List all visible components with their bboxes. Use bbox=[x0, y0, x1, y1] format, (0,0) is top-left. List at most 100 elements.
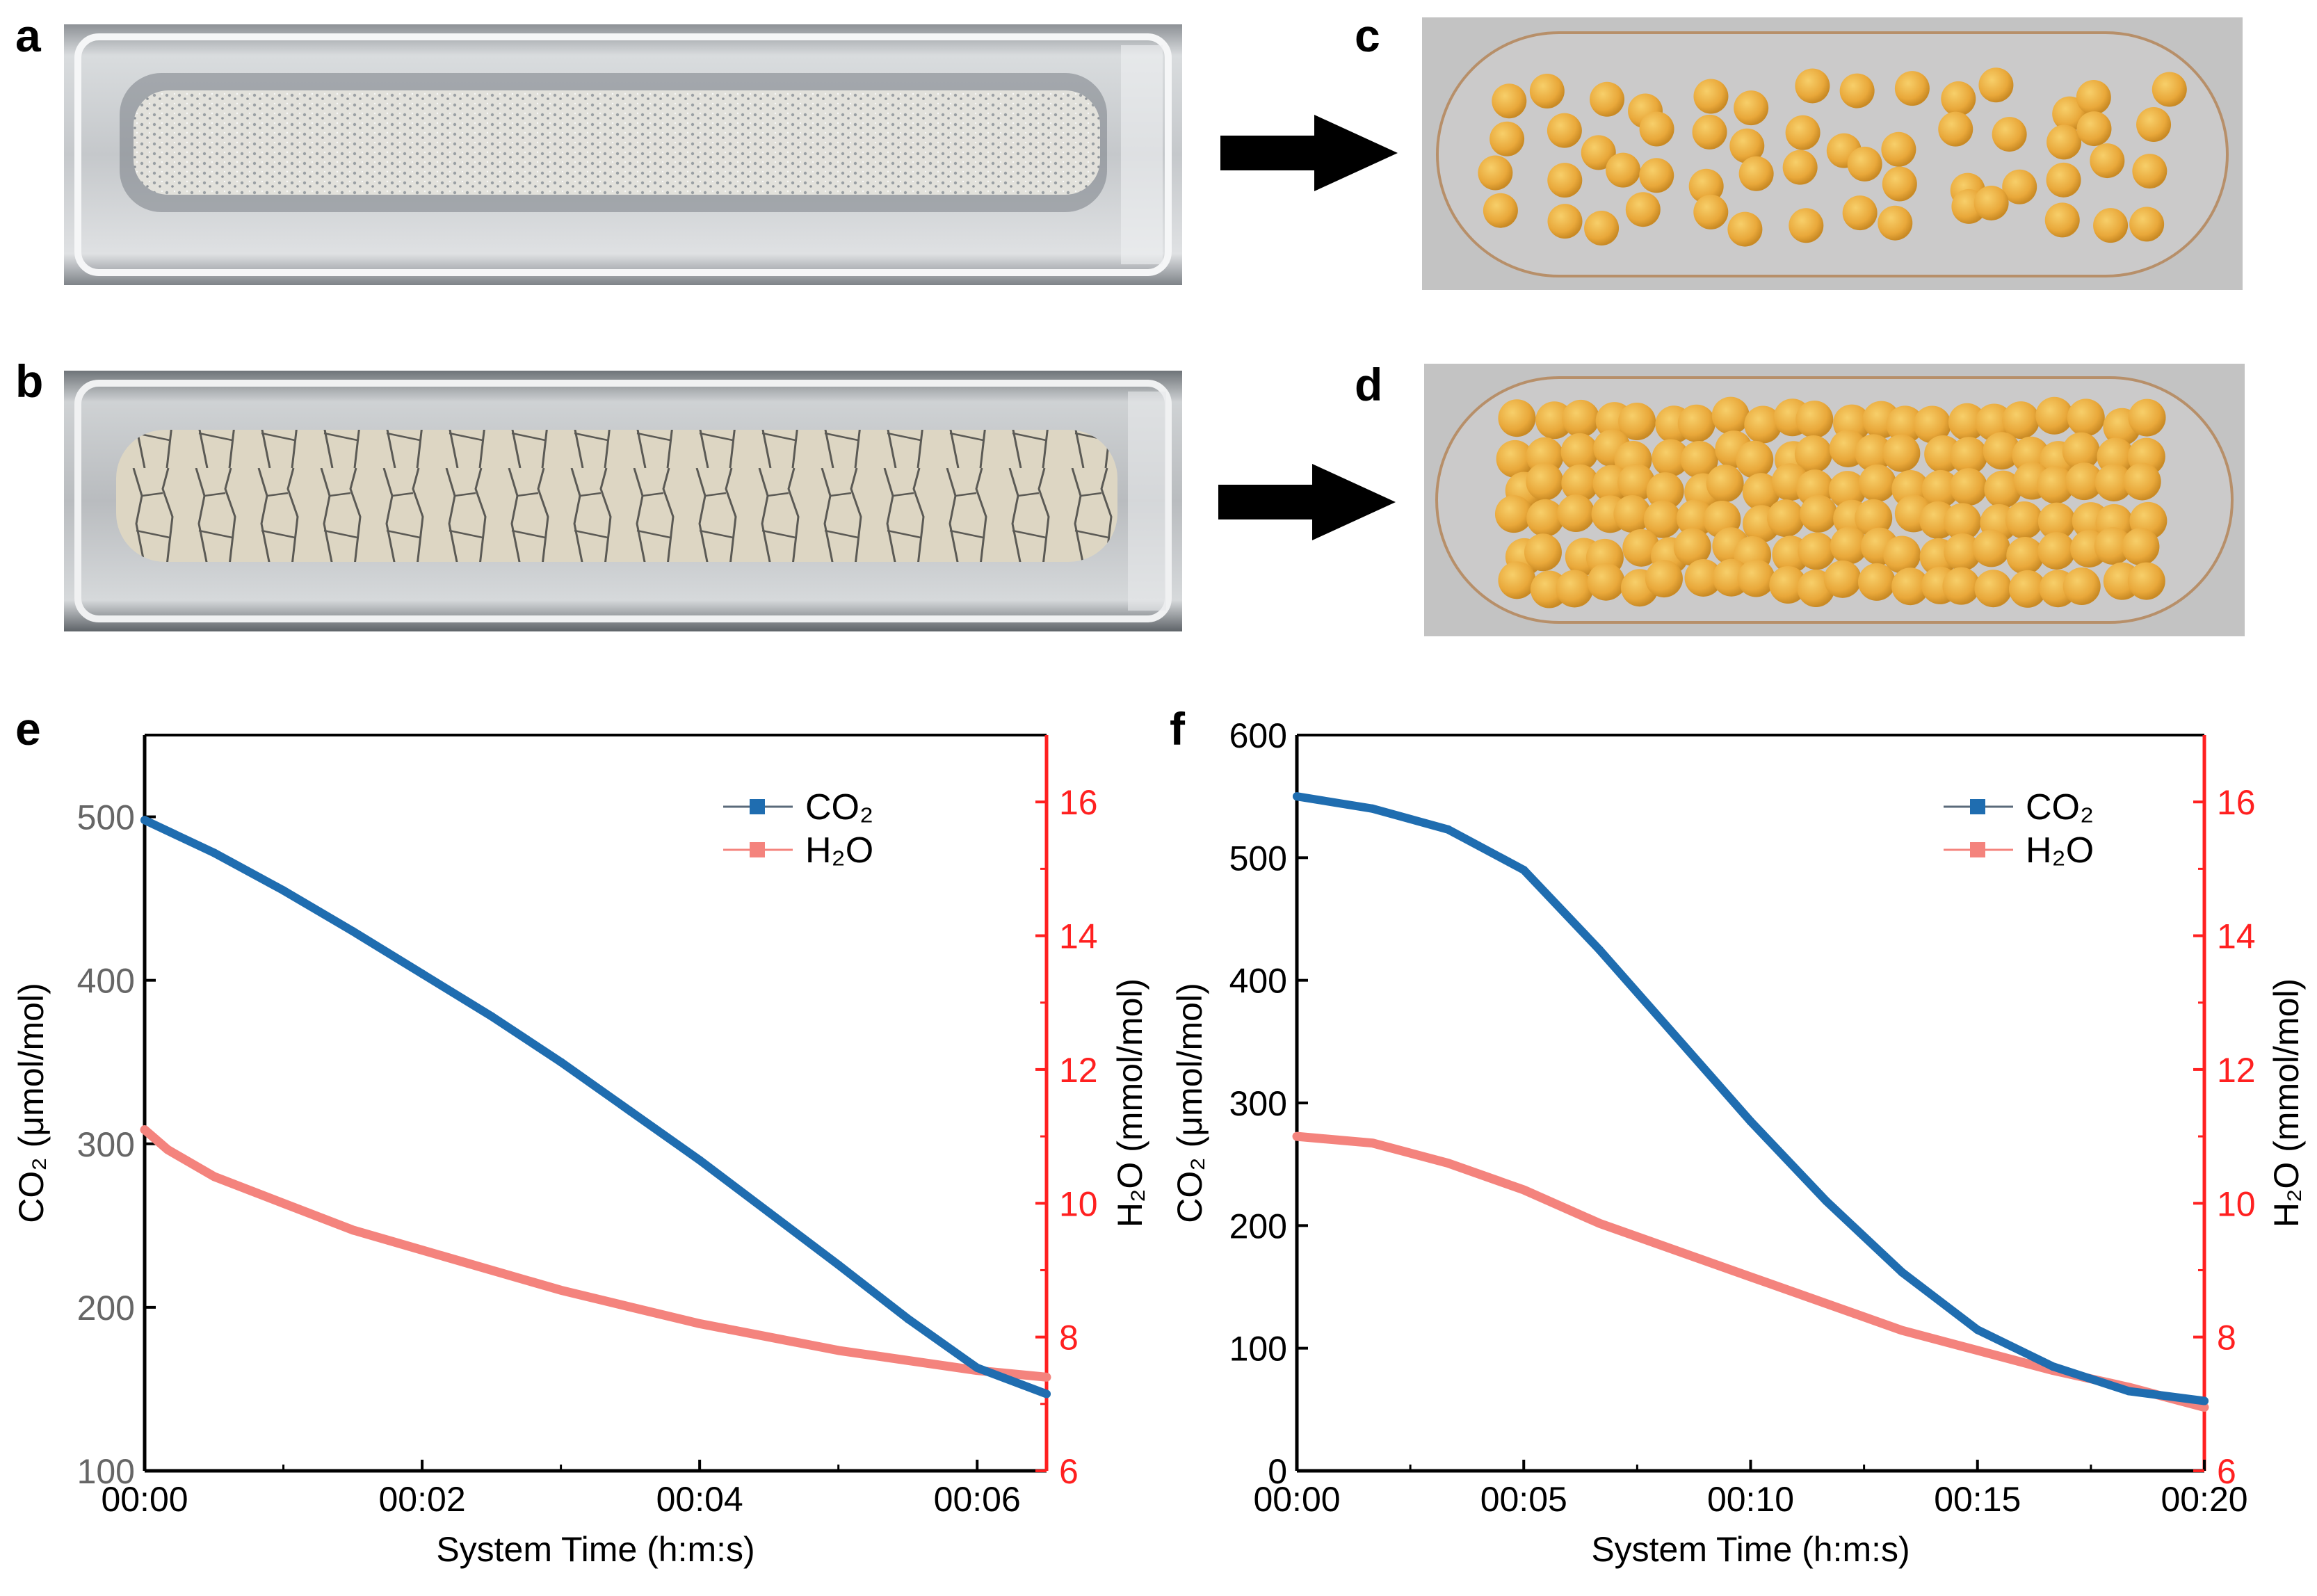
bead bbox=[1622, 529, 1661, 567]
bead bbox=[1855, 434, 1893, 472]
bead bbox=[2127, 562, 2165, 600]
bead bbox=[1729, 128, 1765, 163]
bead bbox=[1547, 163, 1583, 198]
bead bbox=[1744, 405, 1782, 444]
h2o-series-line bbox=[140, 1125, 1051, 1382]
bead bbox=[1677, 404, 1715, 442]
y-right-tick-label: 10 bbox=[1059, 1184, 1098, 1223]
co2-data-point bbox=[2049, 1362, 2058, 1371]
bead bbox=[1972, 529, 2010, 567]
bead bbox=[1944, 503, 1982, 541]
h2o-data-point bbox=[1444, 1159, 1453, 1168]
h2o-data-point bbox=[209, 1172, 218, 1181]
bead bbox=[2129, 207, 2165, 242]
h2o-data-point bbox=[556, 1286, 565, 1295]
bead bbox=[1938, 111, 1973, 147]
y-left-tick-label: 100 bbox=[1229, 1330, 1287, 1369]
bead bbox=[2090, 143, 2125, 179]
bead bbox=[1742, 473, 1780, 511]
bead bbox=[1948, 403, 1986, 441]
h2o-data-point bbox=[1042, 1373, 1051, 1382]
bead bbox=[1738, 156, 1774, 191]
bead bbox=[1693, 79, 1729, 114]
y-left-axis-title: CO₂ (μmol/mol) bbox=[12, 983, 51, 1223]
y-right-tick-label: 16 bbox=[1059, 783, 1098, 822]
bead bbox=[1581, 135, 1616, 170]
x-tick-label: 00:15 bbox=[1934, 1480, 2021, 1519]
co2-data-point bbox=[140, 816, 149, 825]
bead bbox=[1587, 563, 1625, 601]
h2o-data-point bbox=[140, 1125, 149, 1134]
bead bbox=[2062, 567, 2101, 606]
bead bbox=[1878, 205, 1913, 241]
h2o-data-point bbox=[2200, 1403, 2209, 1412]
bead bbox=[1590, 81, 1625, 117]
co2-data-point bbox=[1519, 865, 1528, 874]
h2o-data-point bbox=[348, 1225, 357, 1234]
bead bbox=[1688, 168, 1724, 204]
bead bbox=[1883, 535, 1921, 574]
photo-cracked-powder-boat bbox=[64, 371, 1182, 631]
bead bbox=[1727, 211, 1763, 247]
bead bbox=[1711, 396, 1750, 435]
bead bbox=[1556, 570, 1594, 608]
bead bbox=[2008, 570, 2046, 608]
x-axis-title: System Time (h:m:s) bbox=[1591, 1530, 1910, 1569]
bead bbox=[1921, 469, 1960, 508]
legend-marker bbox=[1970, 799, 1985, 814]
bead bbox=[1858, 464, 1896, 502]
panel-label-b: b bbox=[15, 355, 44, 407]
y-right-tick-label: 12 bbox=[2217, 1051, 2256, 1090]
co2-data-point bbox=[1822, 1197, 1831, 1206]
bead bbox=[1618, 403, 1656, 441]
bead bbox=[1992, 117, 2027, 152]
y-left-axis-title: CO₂ (μmol/mol) bbox=[1170, 983, 1209, 1223]
x-tick-label: 00:04 bbox=[656, 1480, 743, 1519]
y-right-tick-label: 6 bbox=[2217, 1452, 2236, 1491]
bead bbox=[2035, 396, 2074, 435]
co2-data-point bbox=[1042, 1389, 1051, 1398]
bead bbox=[2123, 462, 2161, 501]
bead bbox=[1561, 464, 1599, 502]
bead bbox=[1693, 194, 1729, 229]
h2o-data-point bbox=[487, 1266, 496, 1275]
bead bbox=[2122, 528, 2160, 566]
bead bbox=[1984, 470, 2022, 508]
bead bbox=[2044, 202, 2080, 238]
bead bbox=[1706, 465, 1744, 503]
co2-data-point bbox=[903, 1314, 912, 1323]
legend-label: H₂O bbox=[2026, 830, 2094, 871]
panel-label-a: a bbox=[15, 10, 41, 61]
bead bbox=[1769, 566, 1807, 604]
h2o-data-point bbox=[1898, 1326, 1906, 1335]
y-left-tick-label: 500 bbox=[1229, 839, 1287, 878]
bead bbox=[1645, 560, 1683, 598]
co2-data-point bbox=[487, 1012, 496, 1021]
legend-label: CO₂ bbox=[2026, 787, 2094, 828]
co2-series-line bbox=[1293, 792, 2209, 1405]
h2o-data-point bbox=[2049, 1366, 2058, 1375]
bead bbox=[2094, 463, 2133, 501]
bead bbox=[2076, 79, 2111, 115]
bead bbox=[2005, 501, 2043, 539]
bead bbox=[1478, 155, 1513, 191]
bead bbox=[1562, 399, 1600, 437]
y-right-axis-title: H₂O (mmol/mol) bbox=[2267, 978, 2306, 1227]
bead bbox=[1789, 208, 1824, 243]
bead bbox=[1855, 499, 1893, 537]
h2o-data-point bbox=[1519, 1186, 1528, 1195]
y-left-tick-label: 0 bbox=[1268, 1452, 1287, 1491]
co2-data-point bbox=[626, 1106, 635, 1115]
y-left-tick-label: 300 bbox=[77, 1125, 135, 1164]
bead bbox=[2152, 72, 2187, 107]
bead bbox=[1643, 500, 1681, 538]
co2-data-point bbox=[1368, 804, 1377, 813]
bead bbox=[1795, 68, 1830, 104]
legend-label: H₂O bbox=[805, 830, 873, 871]
h2o-data-point bbox=[1973, 1346, 1982, 1355]
y-left-tick-label: 100 bbox=[77, 1452, 135, 1491]
co2-data-point bbox=[418, 969, 427, 978]
bead bbox=[1692, 114, 1727, 150]
y-left-tick-label: 200 bbox=[1229, 1207, 1287, 1246]
bead bbox=[1941, 81, 1976, 116]
